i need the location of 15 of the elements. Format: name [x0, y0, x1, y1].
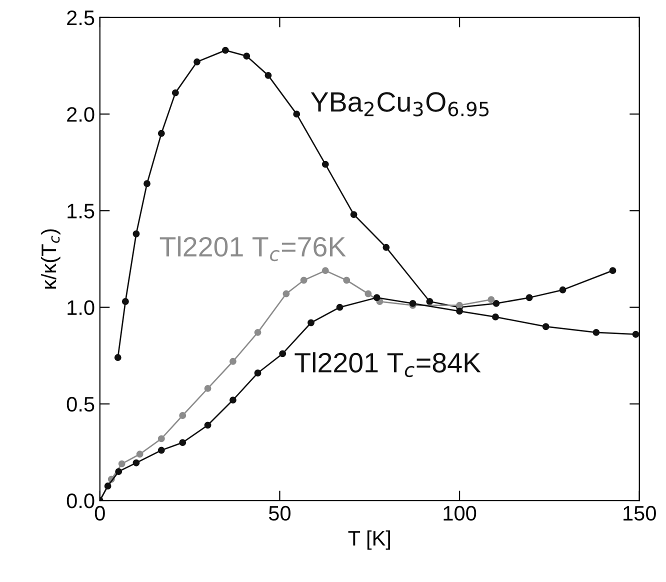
y-axis-title: κ/κ(T$_{c}$) [40, 229, 60, 289]
y-tick-label: 0.0 [66, 494, 94, 508]
x-tick-label: 150 [624, 506, 656, 521]
series-label: YBa$_{2}$Cu$_{3}$O$_{6.95}$ [310, 92, 489, 116]
x-tick-label: 100 [444, 506, 476, 521]
y-tick-label: 0.5 [66, 396, 94, 412]
y-tick-label: 1.0 [68, 300, 94, 316]
series-label: Tl2201 T$_{c}$=84K [294, 352, 481, 378]
x-axis-title: T [K] [348, 530, 390, 550]
y-tick-label: 2.5 [67, 10, 94, 26]
series-label: Tl2201 T$_{c}$=76K [160, 236, 346, 262]
y-tick-label: 2.0 [67, 107, 94, 122]
x-tick-label: 0 [94, 506, 105, 521]
y-tick-label: 1.5 [68, 204, 94, 218]
x-tick-label: 50 [268, 506, 290, 521]
